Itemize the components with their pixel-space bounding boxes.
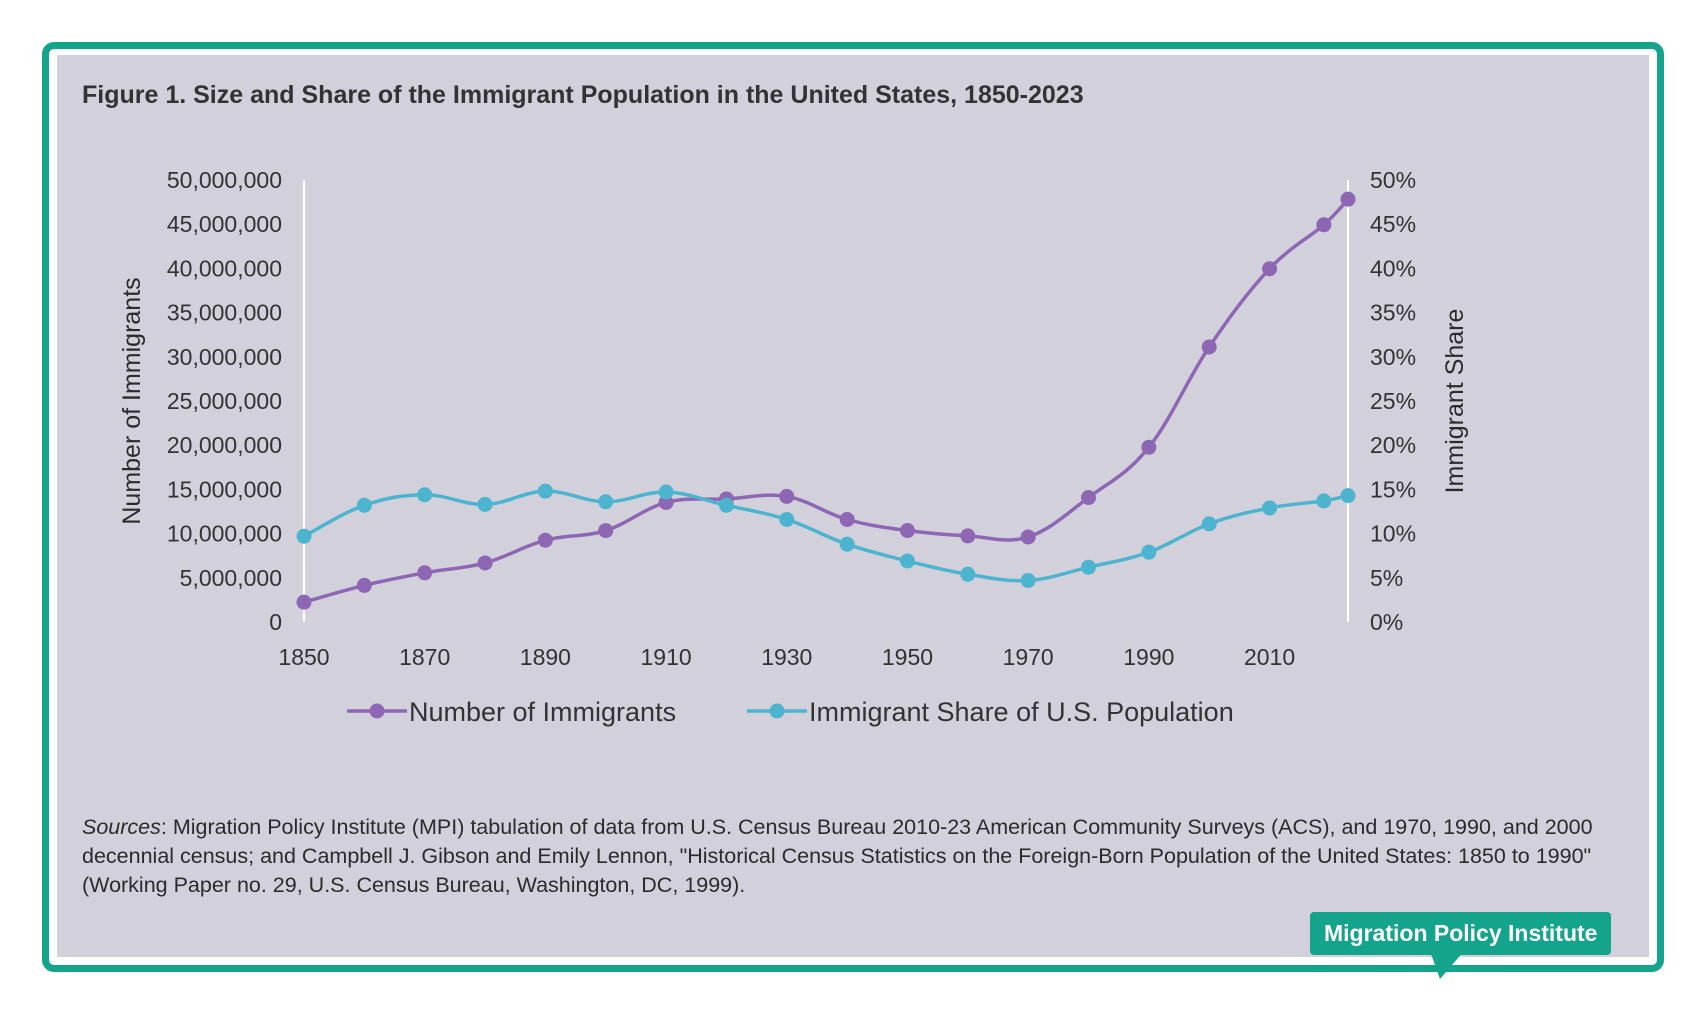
data-point (356, 577, 372, 593)
legend-label: Number of Immigrants (409, 697, 676, 727)
data-point (1262, 500, 1278, 516)
y-tick-label: 20,000,000 (167, 432, 282, 458)
data-point (839, 512, 855, 528)
y-tick-label: 40,000,000 (167, 255, 282, 281)
data-point (658, 495, 674, 511)
y2-tick-label: 5% (1370, 565, 1403, 591)
data-point (1141, 544, 1157, 560)
data-point (960, 528, 976, 544)
data-point (718, 497, 734, 513)
data-point (960, 566, 976, 582)
series-1 (296, 483, 1356, 588)
data-point (779, 511, 795, 527)
x-tick-label: 1910 (640, 644, 691, 670)
y-axis-title: Number of Immigrants (118, 277, 146, 524)
y2-tick-label: 25% (1370, 388, 1416, 414)
x-tick-label: 1890 (520, 644, 571, 670)
chart-lines (296, 191, 1356, 610)
data-point (1316, 493, 1332, 509)
y-tick-label: 25,000,000 (167, 388, 282, 414)
data-point (598, 523, 614, 539)
data-point (1262, 261, 1278, 277)
x-tick-label: 1930 (761, 644, 812, 670)
y2-tick-label: 35% (1370, 300, 1416, 326)
data-point (477, 496, 493, 512)
x-tick-label: 1850 (278, 644, 329, 670)
y2-tick-label: 20% (1370, 432, 1416, 458)
legend-swatch-marker (369, 703, 385, 719)
legend-item: Number of Immigrants (347, 697, 676, 727)
series-line (303, 197, 1350, 604)
y2-tick-label: 0% (1370, 609, 1403, 635)
legend-label: Immigrant Share of U.S. Population (809, 697, 1234, 727)
y2-axis-title: Immigrant Share (1441, 309, 1469, 494)
y2-tick-label: 50% (1370, 167, 1416, 193)
y2-tick-label: 15% (1370, 476, 1416, 502)
data-point (417, 487, 433, 503)
sources-text: : Migration Policy Institute (MPI) tabul… (82, 815, 1593, 897)
data-point (1201, 339, 1217, 355)
chart-legend: Number of Immigrants Immigrant Share of U… (347, 697, 1234, 727)
data-point (417, 565, 433, 581)
mpi-badge-pointer (1430, 951, 1464, 979)
data-point (779, 488, 795, 504)
y-tick-label: 50,000,000 (167, 167, 282, 193)
y-tick-label: 30,000,000 (167, 344, 282, 370)
x-tick-label: 1950 (882, 644, 933, 670)
x-tick-label: 1870 (399, 644, 450, 670)
data-point (658, 484, 674, 500)
series-0 (296, 191, 1356, 610)
data-point (839, 536, 855, 552)
data-point (1201, 516, 1217, 532)
y-tick-label: 15,000,000 (167, 476, 282, 502)
data-point (899, 523, 915, 539)
x-tick-label: 2010 (1244, 644, 1295, 670)
data-point (1316, 217, 1332, 233)
data-point (899, 553, 915, 569)
y2-tick-label: 45% (1370, 211, 1416, 237)
data-point (1081, 490, 1097, 506)
data-point (1020, 529, 1036, 545)
data-point (1340, 191, 1356, 207)
legend-item: Immigrant Share of U.S. Population (747, 697, 1234, 727)
figure-frame: Figure 1. Size and Share of the Immigran… (42, 42, 1664, 972)
chart-axes: 0 5,000,000 10,000,000 15,000,000 20,000,000… (118, 167, 1469, 670)
y2-tick-label: 10% (1370, 521, 1416, 547)
data-point (1020, 572, 1036, 588)
y2-tick-label: 30% (1370, 344, 1416, 370)
y-tick-label: 45,000,000 (167, 211, 282, 237)
legend-swatch-marker (769, 703, 785, 719)
data-point (537, 483, 553, 499)
line-chart: 0 5,000,000 10,000,000 15,000,000 20,000,000… (118, 167, 1469, 727)
y-tick-label: 10,000,000 (167, 521, 282, 547)
figure-title: Figure 1. Size and Share of the Immigran… (82, 81, 1084, 109)
data-point (598, 494, 614, 510)
x-tick-label: 1970 (1003, 644, 1054, 670)
data-point (1081, 559, 1097, 575)
data-point (1340, 488, 1356, 504)
figure-panel: Figure 1. Size and Share of the Immigran… (57, 55, 1649, 957)
data-point (1141, 439, 1157, 455)
y-tick-label: 35,000,000 (167, 300, 282, 326)
x-tick-label: 1990 (1123, 644, 1174, 670)
y2-tick-label: 40% (1370, 255, 1416, 281)
sources-note: Sources: Migration Policy Institute (MPI… (82, 813, 1642, 900)
data-point (356, 497, 372, 513)
mpi-badge[interactable]: Migration Policy Institute (1310, 912, 1612, 955)
y-tick-label: 0 (269, 609, 282, 635)
data-point (537, 532, 553, 548)
data-point (296, 594, 312, 610)
y-tick-label: 5,000,000 (180, 565, 282, 591)
sources-lead: Sources (82, 815, 161, 839)
data-point (477, 555, 493, 571)
data-point (296, 528, 312, 544)
